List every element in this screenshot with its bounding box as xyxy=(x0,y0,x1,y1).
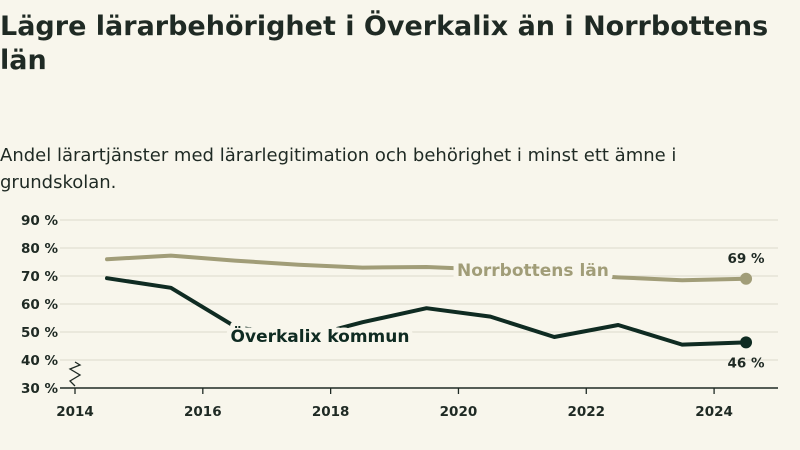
y-tick-label: 40 % xyxy=(21,353,58,369)
end-value-label: 69 % xyxy=(728,251,765,267)
x-tick-label: 2016 xyxy=(184,404,222,420)
series-line-0 xyxy=(105,253,748,283)
y-tick-label: 30 % xyxy=(21,381,58,397)
chart-subtitle: Andel lärartjänster med lärarlegitimatio… xyxy=(0,145,677,193)
series-end-point xyxy=(740,272,753,285)
series-label-text: Överkalix kommun xyxy=(231,325,410,347)
x-tick-label: 2020 xyxy=(440,404,478,420)
series-label-text: Norrbottens län xyxy=(457,261,609,281)
axis-break-icon xyxy=(68,361,82,387)
series-lines xyxy=(105,253,753,349)
chart-title: Lägre lärarbehörighet i Överkalix än i N… xyxy=(0,11,769,76)
gridlines xyxy=(60,219,778,361)
y-tick-label: 60 % xyxy=(21,297,58,313)
x-tick-label: 2018 xyxy=(312,404,350,420)
y-tick-label: 80 % xyxy=(21,241,58,257)
series-line-1 xyxy=(105,276,748,347)
x-tick-label: 2024 xyxy=(695,404,733,420)
series-end-point xyxy=(740,336,753,349)
x-tick-label: 2014 xyxy=(56,404,94,420)
y-tick-label: 50 % xyxy=(21,325,58,341)
end-value-label: 46 % xyxy=(728,355,765,371)
y-axis-ticks: 30 % 40 % 50 % 60 % 70 % 80 % 90 % xyxy=(21,213,58,397)
x-tick-label: 2022 xyxy=(567,404,605,420)
y-tick-label: 90 % xyxy=(21,213,58,229)
y-tick-label: 70 % xyxy=(21,269,58,285)
x-axis: 2014 2016 2018 2020 2022 2024 xyxy=(56,361,778,420)
